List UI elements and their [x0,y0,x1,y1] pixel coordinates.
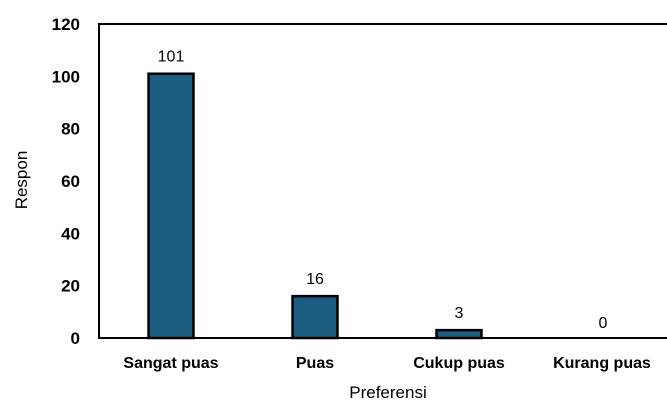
y-axis-title: Respon [12,151,31,210]
bar [435,328,483,340]
y-tick-label: 100 [52,67,80,86]
x-axis-categories: Sangat puas Puas Cukup puas Kurang puas [123,355,651,372]
x-category-label: Puas [296,355,334,372]
y-tick-label: 80 [61,120,80,139]
bar [147,72,195,340]
x-axis-title: Preferensi [349,383,426,402]
bars [147,72,483,340]
bar [291,294,339,340]
plot-frame [98,23,667,339]
data-label: 0 [599,315,608,332]
y-tick-label: 40 [61,224,80,243]
x-category-label: Sangat puas [123,355,218,372]
x-category-label: Kurang puas [553,355,651,372]
data-label: 3 [455,305,464,322]
data-label: 16 [306,271,324,288]
y-tick-label: 120 [52,15,80,34]
y-axis-ticks: 0 20 40 60 80 100 120 [52,15,80,348]
data-label: 101 [158,49,185,66]
x-category-label: Cukup puas [413,355,505,372]
y-tick-label: 0 [71,329,80,348]
y-tick-label: 20 [61,277,80,296]
data-labels: 101 16 3 0 [158,49,608,332]
y-tick-label: 60 [61,172,80,191]
